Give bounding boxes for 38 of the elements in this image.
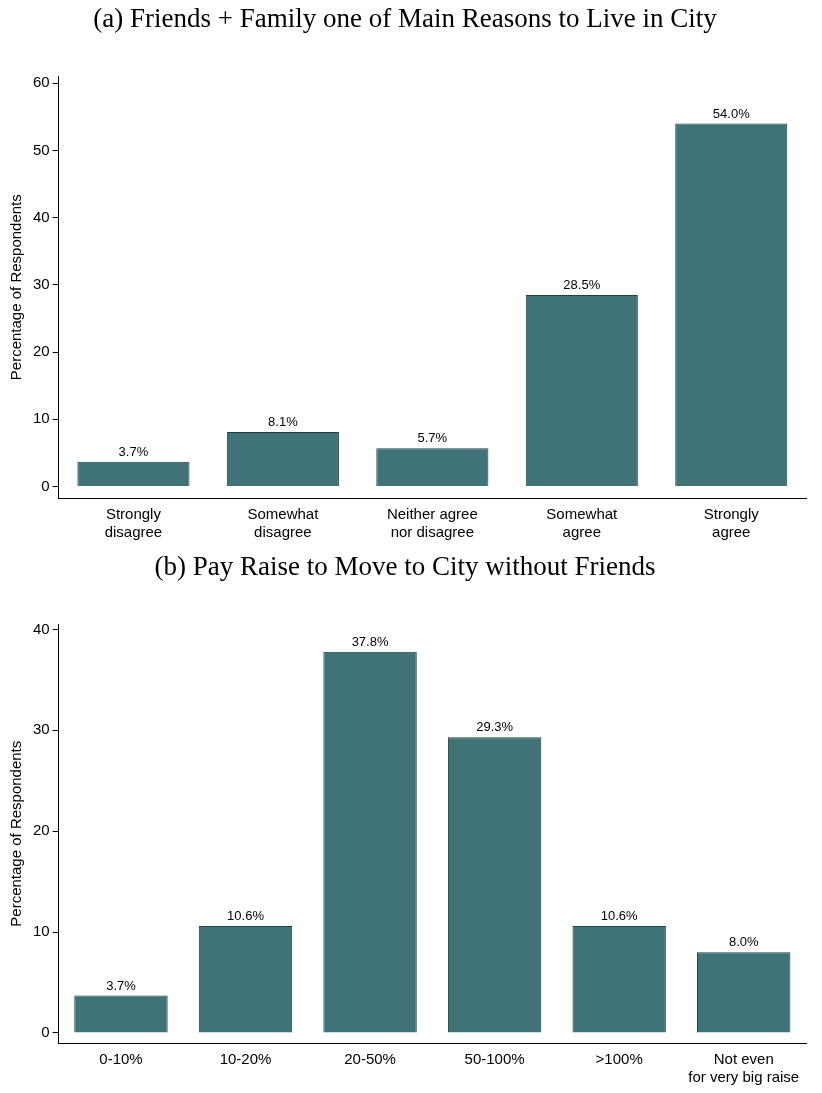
data-label: 8.0% bbox=[728, 934, 759, 950]
y-tick-label: 40 bbox=[33, 619, 50, 637]
y-tick-label: 10 bbox=[33, 922, 50, 940]
y-tick-label: 0 bbox=[41, 476, 50, 494]
data-label: 29.3% bbox=[476, 719, 514, 735]
y-tick-label: 20 bbox=[33, 821, 50, 839]
y-axis-title: Percentage of Respondents bbox=[7, 740, 25, 927]
x-tick-label: Strongly disagree bbox=[104, 505, 163, 541]
x-tick-label: Somewhat agree bbox=[546, 505, 619, 541]
y-axis-title: Percentage of Respondents bbox=[7, 194, 25, 381]
x-tick-label: Somewhat disagree bbox=[247, 505, 320, 541]
data-label: 3.7% bbox=[106, 977, 137, 993]
x-tick-label: 10-20% bbox=[219, 1050, 272, 1068]
y-tick-label: 30 bbox=[33, 274, 50, 292]
y-tick-label: 10 bbox=[33, 409, 50, 427]
y-tick-label: 20 bbox=[33, 342, 50, 360]
y-tick-label: 0 bbox=[41, 1023, 50, 1041]
data-label: 37.8% bbox=[351, 633, 389, 649]
x-tick-label: >100% bbox=[595, 1050, 643, 1068]
x-tick-label: 50-100% bbox=[464, 1050, 525, 1068]
y-tick-label: 40 bbox=[33, 207, 50, 225]
x-tick-label: 20-50% bbox=[344, 1050, 396, 1068]
data-label: 5.7% bbox=[417, 430, 448, 446]
x-tick-label: Neither agree nor disagree bbox=[386, 505, 478, 541]
y-tick-label: 30 bbox=[33, 720, 50, 738]
x-tick-label: 0-10% bbox=[99, 1050, 143, 1068]
data-label: 28.5% bbox=[563, 277, 601, 293]
data-label: 3.7% bbox=[118, 443, 149, 459]
data-label: 10.6% bbox=[600, 908, 639, 924]
x-tick-label: Not even for very big raise bbox=[688, 1050, 800, 1086]
data-label: 54.0% bbox=[712, 105, 751, 121]
y-tick-label: 60 bbox=[33, 73, 50, 91]
chart-title: (a) Friends + Family one of Main Reasons to Live in City bbox=[93, 3, 718, 34]
data-label: 8.1% bbox=[268, 414, 299, 430]
y-tick-label: 50 bbox=[33, 140, 50, 158]
chart-title: (b) Pay Raise to Move to City without Friends bbox=[154, 551, 656, 582]
x-tick-label: Strongly agree bbox=[703, 505, 760, 541]
data-label: 10.6% bbox=[227, 908, 265, 924]
